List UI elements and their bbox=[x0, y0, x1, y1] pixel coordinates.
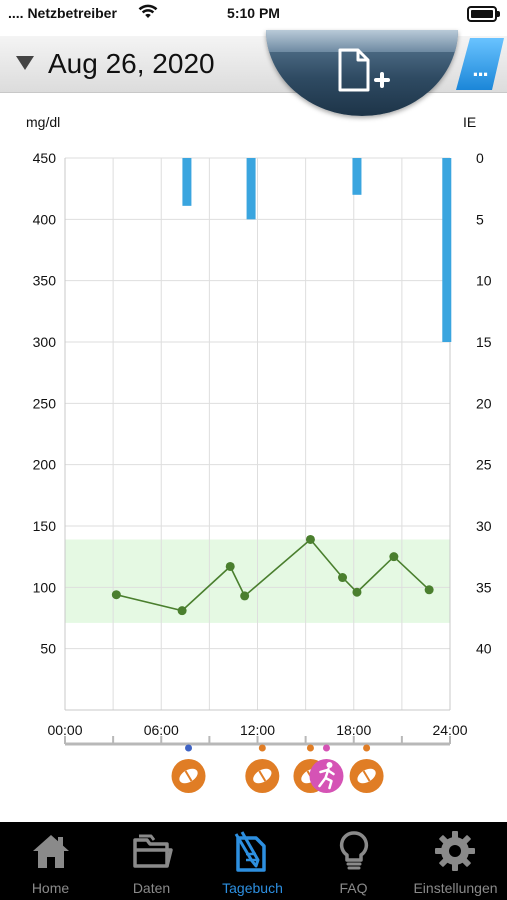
y-tick-label: 300 bbox=[33, 334, 57, 350]
right-tick-label: 20 bbox=[476, 395, 492, 411]
food-icon bbox=[245, 759, 280, 793]
food-icon-stroke bbox=[184, 770, 193, 782]
event-dot bbox=[322, 744, 330, 752]
food-icon bbox=[171, 759, 206, 793]
gear-icon bbox=[435, 831, 475, 871]
glucose-point bbox=[424, 585, 434, 595]
more-button[interactable]: ... bbox=[456, 38, 504, 90]
glucose-point bbox=[111, 590, 121, 600]
y-tick-label: 50 bbox=[40, 641, 56, 657]
right-tick-label: 30 bbox=[476, 518, 492, 534]
right-tick-label: 25 bbox=[476, 457, 492, 473]
tab-label: Daten bbox=[132, 880, 171, 896]
tab-label: Tagebuch bbox=[222, 880, 283, 896]
right-tick-label: 10 bbox=[476, 273, 492, 289]
folders-icon bbox=[133, 834, 173, 868]
tab-label: Home bbox=[31, 880, 70, 896]
glucose-point bbox=[240, 591, 250, 601]
glucose-point bbox=[389, 552, 399, 562]
y-tick-label: 150 bbox=[33, 518, 57, 534]
y-tick-label: 350 bbox=[33, 273, 57, 289]
y-tick-label: 200 bbox=[33, 457, 57, 473]
carrier-label: .... Netzbetreiber bbox=[8, 5, 117, 21]
x-tick-label: 24:00 bbox=[432, 722, 467, 738]
right-axis-unit: IE bbox=[463, 114, 477, 130]
tab-faq[interactable]: FAQ bbox=[303, 822, 404, 900]
left-axis-unit: mg/dl bbox=[26, 114, 61, 130]
event-dot bbox=[185, 744, 193, 752]
right-tick-label: 0 bbox=[476, 150, 484, 166]
date-header[interactable]: Aug 26, 2020 bbox=[0, 36, 507, 93]
insulin-bar bbox=[246, 158, 256, 220]
event-dot bbox=[363, 744, 371, 752]
tab-tagebuch[interactable]: Tagebuch bbox=[202, 822, 303, 900]
home-icon bbox=[33, 835, 69, 868]
tab-home[interactable]: Home bbox=[0, 822, 101, 900]
insulin-bar bbox=[182, 158, 192, 206]
right-tick-label: 35 bbox=[476, 579, 492, 595]
tab-daten[interactable]: Daten bbox=[101, 822, 202, 900]
glucose-point bbox=[177, 606, 187, 616]
battery-icon bbox=[467, 6, 500, 22]
tab-label: FAQ bbox=[339, 880, 368, 896]
date-label[interactable]: Aug 26, 2020 bbox=[48, 48, 215, 79]
status-time: 5:10 PM bbox=[227, 5, 280, 21]
y-tick-label: 250 bbox=[33, 395, 57, 411]
lightbulb-icon bbox=[339, 831, 369, 870]
food-icon-stroke bbox=[362, 770, 371, 782]
food-icon-stroke bbox=[258, 770, 267, 782]
food-icon bbox=[349, 759, 384, 793]
more-button-shape bbox=[456, 38, 504, 90]
tab-einstellungen[interactable]: Einstellungen bbox=[404, 822, 507, 900]
insulin-bar bbox=[442, 158, 452, 342]
x-tick-label: 06:00 bbox=[144, 722, 179, 738]
new-entry-button[interactable] bbox=[266, 30, 458, 116]
glucose-chart: 450 400 350 300 250 200 150 100 50 0 5 10 15 20 25 30 35… bbox=[33, 150, 492, 793]
wifi-icon bbox=[138, 4, 158, 18]
glucose-point bbox=[352, 587, 362, 597]
insulin-bar bbox=[352, 158, 362, 195]
x-tick-label: 00:00 bbox=[47, 722, 82, 738]
x-tick-label: 12:00 bbox=[240, 722, 275, 738]
chevron-down-icon[interactable] bbox=[16, 56, 34, 70]
running-icon bbox=[309, 759, 344, 793]
tab-bar: Home Daten Tagebuch FAQ bbox=[0, 822, 507, 900]
right-tick-label: 15 bbox=[476, 334, 492, 350]
x-tick-label: 18:00 bbox=[336, 722, 371, 738]
status-bar: .... Netzbetreiber 5:10 PM bbox=[0, 0, 507, 30]
new-document-plus-icon bbox=[338, 48, 390, 92]
y-tick-label: 100 bbox=[33, 579, 57, 595]
glucose-point bbox=[225, 561, 235, 571]
event-dot bbox=[306, 744, 314, 752]
running-icon-head bbox=[326, 762, 333, 768]
y-tick-label: 450 bbox=[33, 150, 57, 166]
glucose-point bbox=[305, 534, 315, 544]
right-tick-label: 5 bbox=[476, 211, 484, 227]
diary-edit-icon bbox=[234, 831, 266, 872]
glucose-point bbox=[338, 573, 348, 583]
tab-label: Einstellungen bbox=[413, 880, 498, 896]
right-tick-label: 40 bbox=[476, 641, 492, 657]
running-icon-body bbox=[318, 767, 335, 790]
more-dots-label: ... bbox=[472, 56, 488, 81]
event-dot bbox=[258, 744, 266, 752]
y-tick-label: 400 bbox=[33, 211, 57, 227]
